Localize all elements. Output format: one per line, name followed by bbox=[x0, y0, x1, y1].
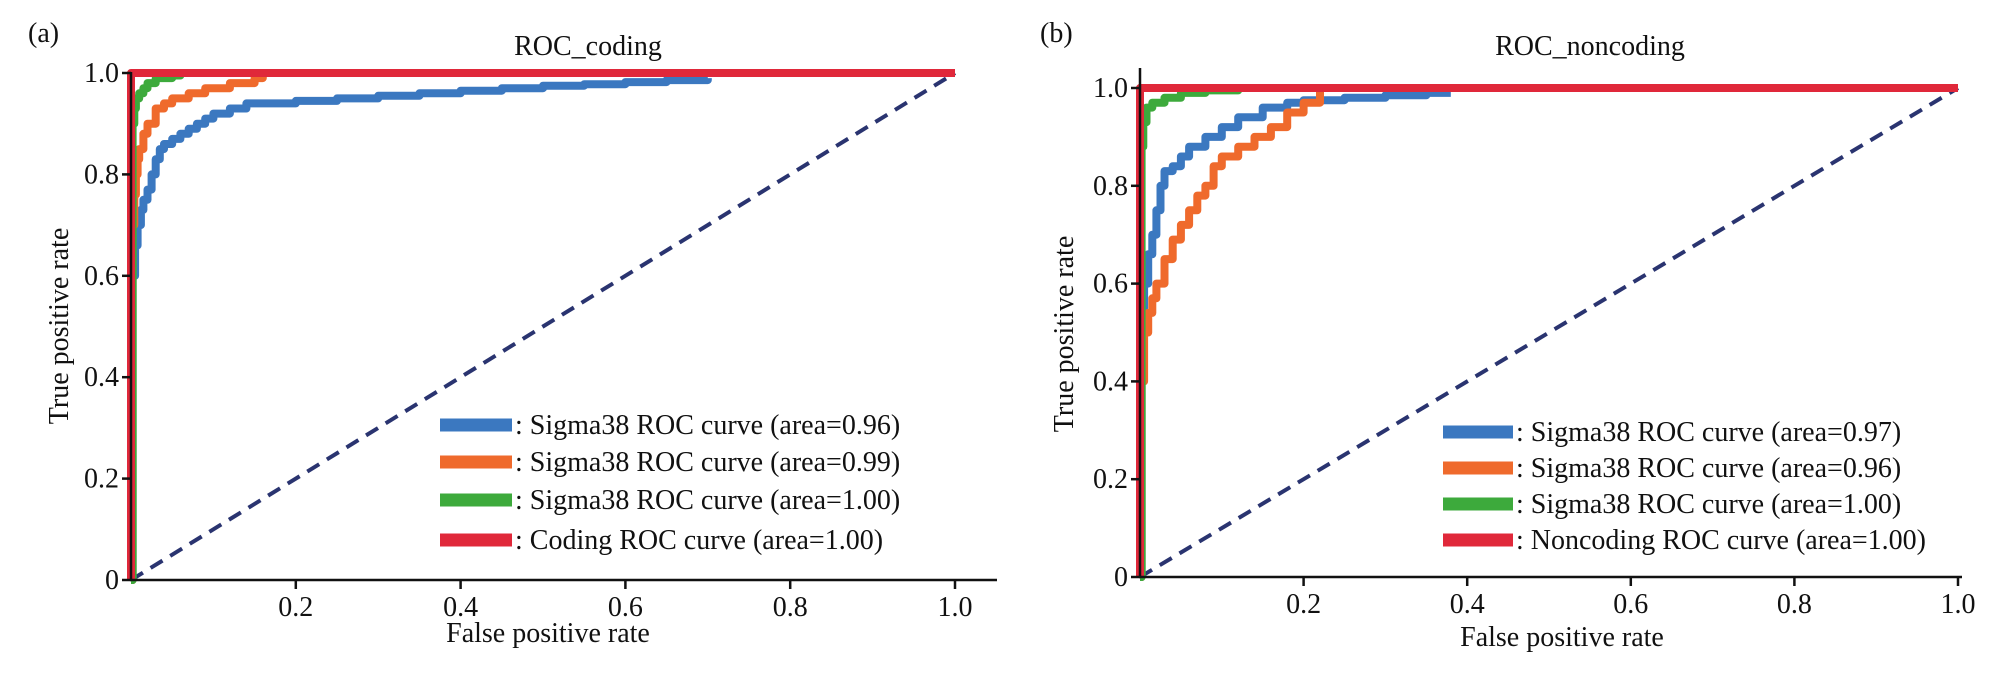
chart-title: ROC_coding bbox=[514, 31, 662, 62]
legend-item: : Sigma38 ROC curve (area=1.00) bbox=[440, 485, 900, 516]
x-tick-label: 0.8 bbox=[1777, 589, 1812, 620]
y-tick-label: 0.4 bbox=[84, 362, 119, 393]
legend-label: : Noncoding ROC curve (area=1.00) bbox=[1516, 525, 1926, 556]
panel-label: (b) bbox=[1040, 18, 1073, 49]
plot-area: 0.2 0.4 0.6 0.8 1.0 0 0.2 0.4 0.6 0.8 1.0 bbox=[84, 58, 997, 623]
x-tick-label: 0.2 bbox=[278, 592, 313, 623]
y-tick-label: 0.6 bbox=[84, 261, 119, 292]
roc-curve-series-1 bbox=[1137, 88, 1451, 581]
legend-item: : Sigma38 ROC curve (area=0.97) bbox=[1443, 417, 1901, 448]
chart-title: ROC_noncoding bbox=[1495, 31, 1685, 62]
legend: : Sigma38 ROC curve (area=0.96) : Sigma3… bbox=[440, 410, 900, 556]
x-tick-label: 0.6 bbox=[608, 592, 643, 623]
panel-b: (b) ROC_noncoding 0.2 0.4 0.6 0.8 1.0 00.20.… bbox=[1040, 18, 1976, 653]
x-tick-label: 0.8 bbox=[773, 592, 808, 623]
legend-label: : Sigma38 ROC curve (area=0.97) bbox=[1516, 417, 1901, 448]
legend-item: : Sigma38 ROC curve (area=1.00) bbox=[1443, 489, 1901, 520]
y-tick-label: 0.8 bbox=[84, 159, 119, 190]
legend-label: : Sigma38 ROC curve (area=1.00) bbox=[1516, 489, 1901, 520]
plot-area: 0.2 0.4 0.6 0.8 1.0 0 0.2 0.4 0.6 0.8 1.0 bbox=[1093, 68, 1976, 620]
y-tick-label: 1.0 bbox=[84, 58, 119, 89]
x-ticks: 0.2 0.4 0.6 0.8 1.0 bbox=[278, 580, 973, 623]
legend-label: : Sigma38 ROC curve (area=1.00) bbox=[515, 485, 900, 516]
panel-label: (a) bbox=[28, 18, 59, 49]
roc-curve-series-2 bbox=[128, 73, 267, 584]
legend-label: : Sigma38 ROC curve (area=0.99) bbox=[515, 447, 900, 478]
legend-label: : Coding ROC curve (area=1.00) bbox=[515, 525, 883, 556]
chance-diagonal bbox=[129, 71, 957, 582]
y-axis-label: True positive rate bbox=[1049, 236, 1080, 433]
x-axis-label: False positive rate bbox=[1460, 622, 1664, 653]
legend-label: : Sigma38 ROC curve (area=0.96) bbox=[1516, 453, 1901, 484]
x-tick-label: 0.6 bbox=[1613, 589, 1648, 620]
chance-diagonal bbox=[1138, 86, 1960, 579]
y-axis-label: True positive rate bbox=[44, 228, 75, 425]
legend-item: : Sigma38 ROC curve (area=0.96) bbox=[1443, 453, 1901, 484]
x-tick-label: 1.0 bbox=[938, 592, 973, 623]
x-tick-label: 0.4 bbox=[1450, 589, 1485, 620]
y-tick-label: 0.8 bbox=[1093, 171, 1128, 202]
y-tick-label: 0.2 bbox=[84, 464, 119, 495]
roc-curve-series-2 bbox=[1137, 88, 1324, 581]
legend-item: : Noncoding ROC curve (area=1.00) bbox=[1443, 525, 1926, 556]
x-tick-label: 0.2 bbox=[1286, 589, 1321, 620]
x-tick-label: 1.0 bbox=[1941, 589, 1976, 620]
panel-a: (a) ROC_coding 0.2 0.4 0.6 0.8 1.0 00.20.40.… bbox=[28, 18, 997, 649]
y-ticks: 0 0.2 0.4 0.6 0.8 1.0 bbox=[1093, 73, 1140, 593]
roc-curve-series-1 bbox=[128, 76, 712, 584]
legend-item: : Sigma38 ROC curve (area=0.96) bbox=[440, 410, 900, 441]
y-tick-label: 0 bbox=[105, 565, 119, 596]
y-tick-label: 1.0 bbox=[1093, 73, 1128, 104]
y-ticks: 0 0.2 0.4 0.6 0.8 1.0 bbox=[84, 58, 131, 596]
y-tick-label: 0 bbox=[1114, 562, 1128, 593]
legend-label: : Sigma38 ROC curve (area=0.96) bbox=[515, 410, 900, 441]
x-ticks: 0.2 0.4 0.6 0.8 1.0 bbox=[1286, 577, 1976, 620]
legend: : Sigma38 ROC curve (area=0.97) : Sigma3… bbox=[1443, 417, 1926, 556]
legend-item: : Coding ROC curve (area=1.00) bbox=[440, 525, 883, 556]
legend-item: : Sigma38 ROC curve (area=0.99) bbox=[440, 447, 900, 478]
y-tick-label: 0.4 bbox=[1093, 366, 1128, 397]
y-tick-label: 0.6 bbox=[1093, 269, 1128, 300]
y-tick-label: 0.2 bbox=[1093, 464, 1128, 495]
x-tick-label: 0.4 bbox=[443, 592, 478, 623]
x-axis-label: False positive rate bbox=[446, 618, 650, 649]
